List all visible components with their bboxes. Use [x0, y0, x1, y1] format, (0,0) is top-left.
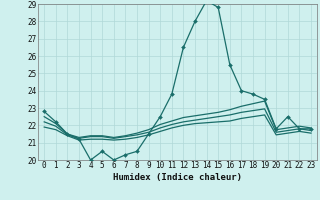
X-axis label: Humidex (Indice chaleur): Humidex (Indice chaleur) — [113, 173, 242, 182]
